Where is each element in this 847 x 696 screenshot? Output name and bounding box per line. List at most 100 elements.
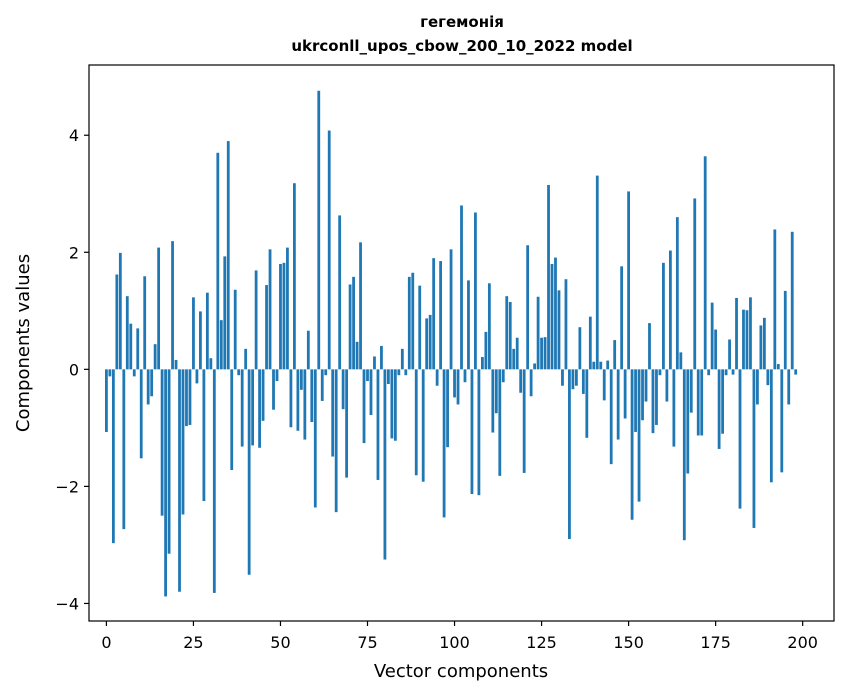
bar <box>540 337 543 370</box>
bar <box>226 141 230 370</box>
bar <box>773 229 777 370</box>
bar <box>627 191 630 370</box>
bar <box>118 252 122 370</box>
bar <box>150 369 154 397</box>
bar <box>293 183 296 370</box>
x-tick-label: 100 <box>439 633 470 652</box>
y-tick-label: 2 <box>69 243 79 262</box>
bar <box>665 369 669 402</box>
bar <box>111 369 115 544</box>
bar <box>616 369 620 440</box>
bar <box>689 369 693 413</box>
bar <box>143 276 147 370</box>
bar <box>467 280 470 370</box>
bar <box>129 323 133 370</box>
bar <box>115 274 119 370</box>
bar <box>393 369 397 441</box>
bar <box>609 369 613 465</box>
bar <box>602 369 606 401</box>
bar <box>522 369 526 473</box>
bar <box>432 258 436 370</box>
bar <box>766 369 770 386</box>
bar <box>446 369 449 448</box>
bar <box>721 369 724 434</box>
bar <box>164 369 167 597</box>
bar <box>254 270 258 370</box>
bar <box>105 369 108 432</box>
bar <box>414 369 418 476</box>
bar <box>505 296 509 370</box>
bar <box>501 369 505 383</box>
bar <box>519 369 523 393</box>
bar <box>453 369 456 398</box>
bar <box>491 369 495 433</box>
bar <box>634 369 637 432</box>
x-tick-label: 175 <box>700 633 731 652</box>
chart-title: гегемонія <box>420 13 504 31</box>
bar <box>759 325 763 370</box>
bar <box>512 348 516 370</box>
bar <box>230 369 234 471</box>
bar <box>547 184 550 370</box>
bar <box>484 331 488 370</box>
bar <box>731 369 735 375</box>
bar <box>310 369 314 423</box>
bar <box>279 263 282 370</box>
bar <box>752 369 756 528</box>
bar <box>794 369 798 375</box>
bar <box>700 369 704 436</box>
bar <box>571 369 575 390</box>
bar <box>682 369 686 541</box>
bar <box>272 369 275 410</box>
bar <box>407 276 411 370</box>
bar <box>550 263 554 370</box>
bar <box>373 356 376 370</box>
bar <box>588 316 592 370</box>
bar <box>289 369 293 428</box>
bar <box>714 329 718 370</box>
bar <box>205 292 209 370</box>
bar <box>174 359 178 370</box>
bar <box>320 369 324 401</box>
bar <box>258 369 261 448</box>
bar <box>724 369 728 376</box>
bar <box>181 369 185 515</box>
x-tick-label: 25 <box>183 633 203 652</box>
plot-frame <box>88 64 835 622</box>
bar <box>359 242 362 370</box>
bar <box>237 369 241 376</box>
bar <box>581 369 585 394</box>
bar <box>783 290 787 370</box>
bar <box>327 130 331 370</box>
bar <box>383 369 387 560</box>
bar <box>216 152 220 370</box>
bar <box>487 283 491 370</box>
bar <box>268 249 272 370</box>
bar <box>561 369 564 386</box>
bar <box>449 249 453 370</box>
bar <box>306 330 310 370</box>
bar <box>762 317 766 370</box>
bar <box>331 369 335 457</box>
bar <box>125 296 129 370</box>
bar <box>352 276 355 370</box>
bar <box>261 369 265 421</box>
bar <box>400 348 404 370</box>
bar <box>418 285 422 370</box>
bar <box>463 369 467 383</box>
bar <box>675 217 679 370</box>
bar <box>338 215 342 370</box>
bar <box>498 369 502 476</box>
bar <box>313 369 317 508</box>
bar <box>334 369 338 513</box>
bar <box>171 241 174 370</box>
bar <box>299 369 303 390</box>
bar <box>233 289 237 370</box>
bar <box>108 369 112 377</box>
bar <box>439 261 443 370</box>
bar <box>679 352 683 370</box>
bar <box>303 369 307 440</box>
bar <box>606 360 610 370</box>
bar <box>672 369 676 447</box>
bar <box>160 369 164 516</box>
